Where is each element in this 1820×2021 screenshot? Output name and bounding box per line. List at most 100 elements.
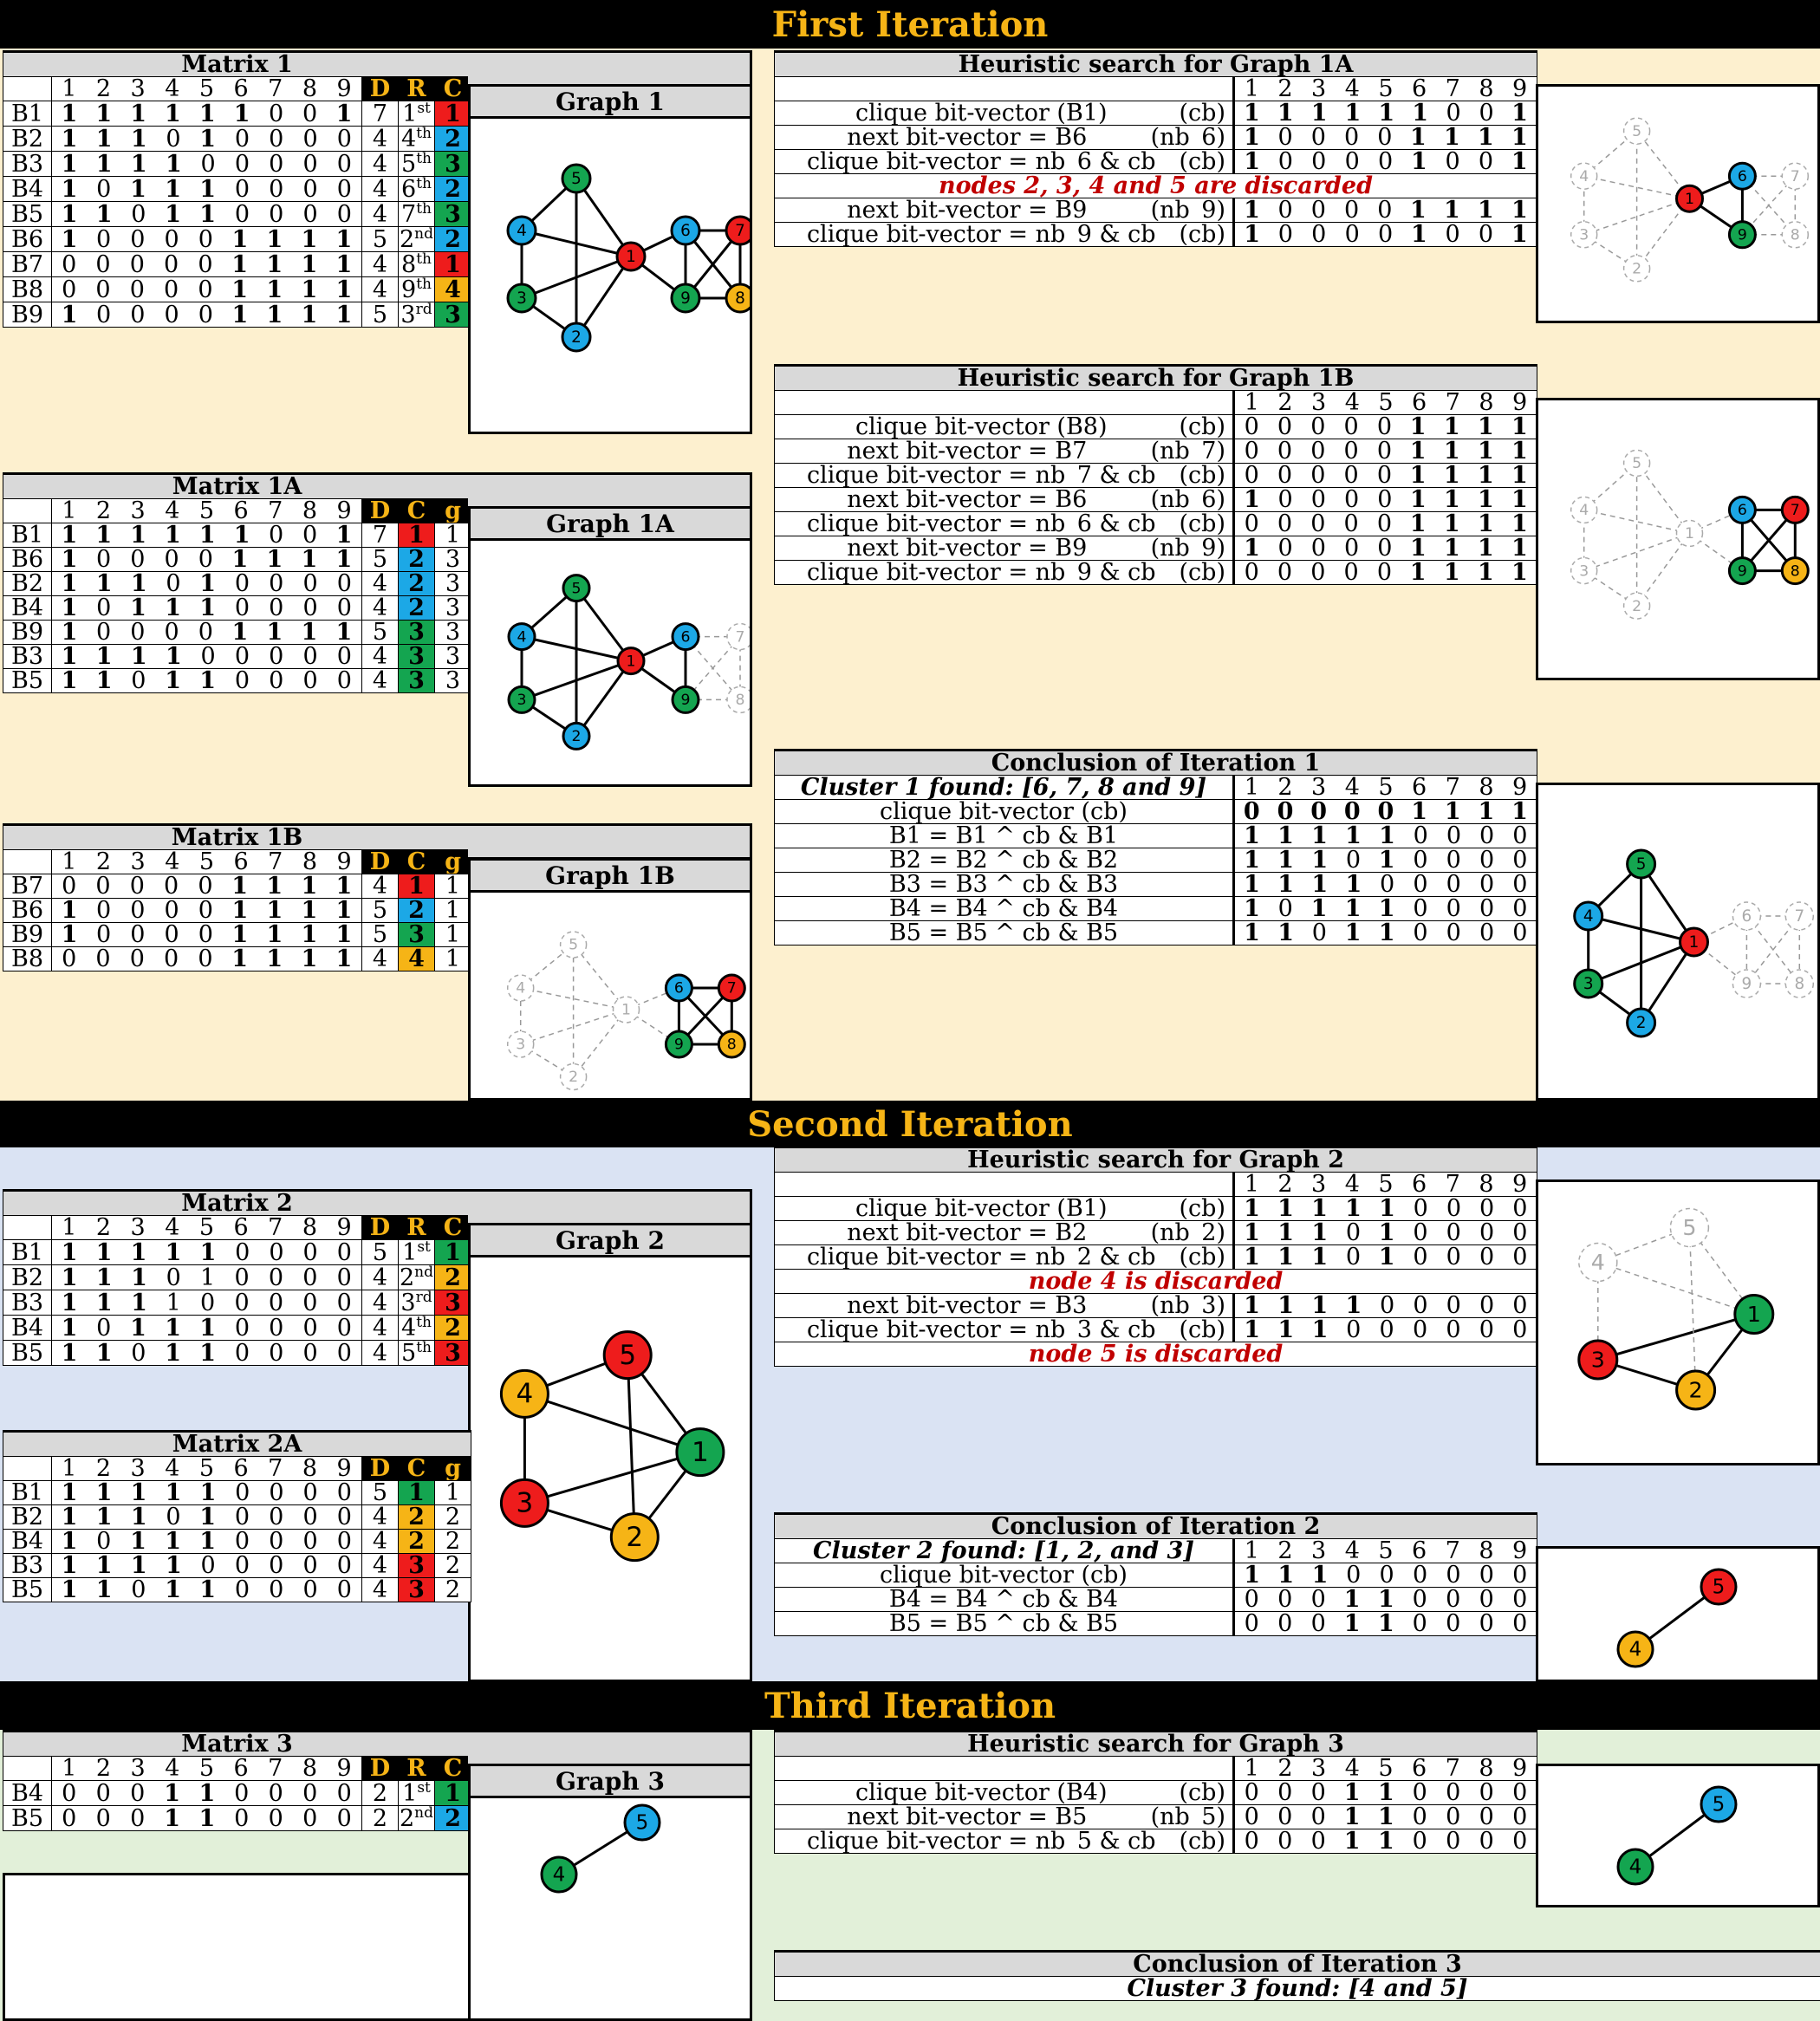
bit: 0	[1310, 414, 1326, 439]
bit: 0	[1310, 198, 1326, 223]
bit: 1	[1443, 560, 1460, 585]
graph-node-6	[671, 622, 700, 652]
bit: 0	[1343, 414, 1359, 439]
bit: 0	[1413, 1244, 1428, 1270]
bit: 0	[1311, 920, 1327, 946]
graph-node-label: 9	[1738, 562, 1747, 580]
bit: 0	[302, 1340, 318, 1366]
bit: 0	[1277, 560, 1293, 585]
search-row: next bit-vector = B7 (nb_7) 0 0 0 0 0 1 1 1 1	[774, 439, 1537, 464]
bit: 7	[1445, 775, 1460, 800]
bit: 1	[1443, 511, 1460, 536]
bit: 3	[130, 76, 146, 101]
bit: 0	[1413, 1220, 1428, 1245]
bit: 1	[1343, 1587, 1361, 1612]
bit: 1	[1378, 1244, 1395, 1270]
bit: 0	[1277, 463, 1293, 488]
bit: 7	[1445, 76, 1460, 101]
bit: 0	[1244, 1829, 1259, 1854]
bitvector-tag: (cb)	[1179, 414, 1225, 439]
rank-value: 6	[401, 176, 417, 202]
degree-cell: 4	[361, 1577, 399, 1602]
bit: 1	[1244, 896, 1260, 921]
row-label: B9	[3, 922, 52, 947]
bit: 1	[1377, 1829, 1394, 1854]
row-label: B5	[3, 1805, 52, 1831]
bit: 0	[1446, 1829, 1461, 1854]
bit: 0	[1344, 149, 1360, 174]
rank-value: 3	[400, 302, 416, 328]
color-cell: 1	[433, 101, 472, 127]
graph-node-label: 5	[1682, 1215, 1696, 1240]
row-label: B2	[3, 1264, 52, 1290]
graph-node-6	[1727, 495, 1757, 524]
bit: 1	[301, 620, 318, 645]
header-R: R	[398, 1215, 435, 1240]
graph-node-label: 2	[569, 1069, 578, 1086]
bit: 0	[336, 201, 352, 227]
header-D: D	[361, 1215, 399, 1240]
graph-edge	[1636, 462, 1691, 534]
bit: 0	[1311, 222, 1327, 247]
conclusion1-graph-panel	[1536, 783, 1820, 1101]
graph-node-9	[1732, 969, 1762, 998]
graph-node-6	[1732, 901, 1762, 931]
graph-node-6	[664, 973, 693, 1003]
bitvector-expression: B4 = B4 ^ cb & B4	[774, 1587, 1234, 1612]
degree-cell: 4	[361, 668, 399, 693]
bit: 1	[62, 76, 77, 101]
graph-node-label: 9	[1738, 227, 1747, 244]
bit: 0	[1479, 1611, 1494, 1636]
bit: 1	[1410, 222, 1427, 247]
bit: 1	[165, 1529, 181, 1554]
bit: 0	[129, 946, 145, 972]
matrix3-blank	[3, 1873, 471, 2021]
bit: 1	[1244, 1756, 1259, 1781]
matrix-row: B4 0 0 0 1 1 0 0 0 0 2 1st 1	[3, 1780, 472, 1806]
bit: 0	[1512, 1317, 1528, 1342]
bit: 1	[1277, 1317, 1295, 1342]
graph-edge	[1635, 532, 1691, 607]
bit: 0	[336, 1529, 352, 1554]
row-label: B8	[3, 946, 52, 972]
rank-value: 1	[402, 101, 418, 127]
graph-node-5	[1700, 1785, 1738, 1823]
graph-node-4	[540, 1855, 578, 1894]
bit: 0	[1277, 198, 1293, 223]
bit: 0	[302, 595, 318, 621]
bit: 0	[336, 176, 352, 202]
conclusion-row: B3 = B3 ^ cb & B3 1 1 1 1 0 0 0 0 0	[774, 872, 1537, 897]
color-cell: 2	[398, 547, 435, 572]
bit: 1	[165, 595, 181, 621]
row-label: B6	[3, 898, 52, 923]
graph-edge	[575, 178, 633, 257]
matrix-row: B1 1 1 1 1 1 1 0 0 1 7 1 1	[3, 523, 472, 548]
bit: 0	[130, 898, 146, 923]
rank-cell: 3rd	[398, 302, 435, 328]
bit: 4	[165, 849, 180, 874]
rank-suffix: th	[416, 176, 432, 192]
bit: 1	[199, 668, 217, 693]
bit: 1	[165, 1480, 182, 1505]
rank-value: 1	[402, 1780, 418, 1806]
bit: 1	[165, 523, 181, 548]
graph-node-3	[1570, 556, 1598, 585]
bitvector-expression: next bit-vector = B7	[847, 439, 1088, 464]
graph-node-4	[1573, 900, 1604, 932]
bit: 0	[200, 644, 216, 669]
color-cell: 1	[398, 874, 435, 899]
bit: 0	[1379, 1563, 1394, 1588]
bit: 1	[301, 874, 318, 899]
bit: 4	[165, 1756, 180, 1781]
graph-node-label: 5	[1713, 1794, 1726, 1816]
rank-value: 9	[401, 276, 417, 302]
bit: 1	[62, 1756, 77, 1781]
bit: 0	[1277, 414, 1293, 439]
